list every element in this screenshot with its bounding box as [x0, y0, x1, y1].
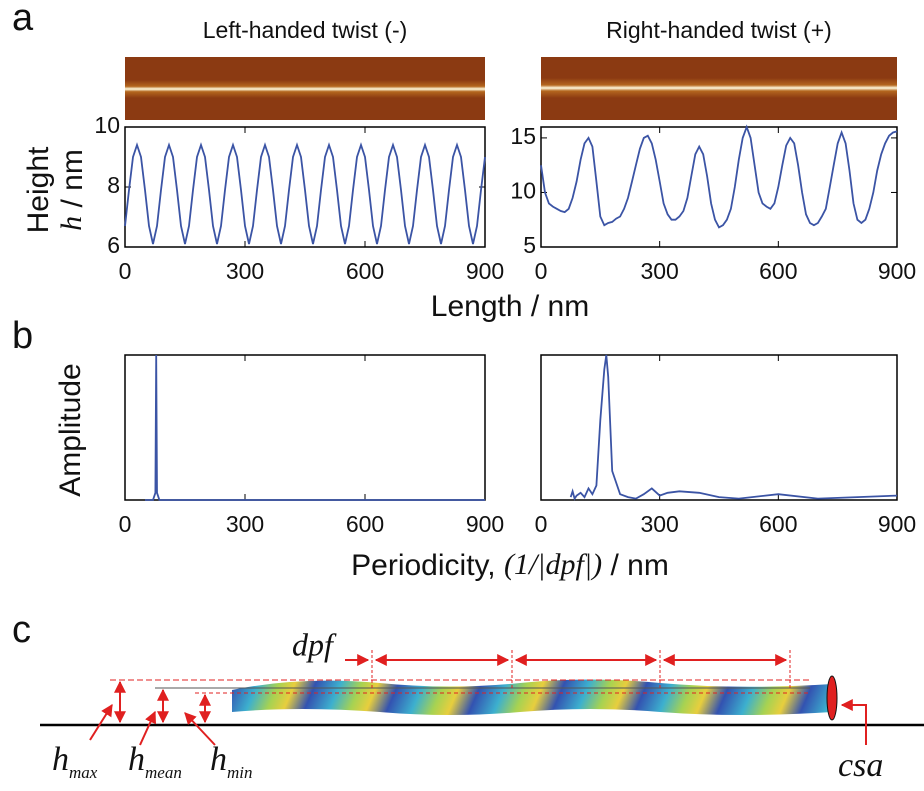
x-tick-label: 0	[535, 511, 548, 537]
h-sub: mean	[145, 763, 182, 782]
pointer	[840, 699, 867, 745]
y-tick-label: 10	[94, 112, 120, 138]
x-tick-label: 900	[878, 511, 916, 537]
panel-label: a	[12, 0, 34, 39]
data-line	[124, 142, 486, 245]
data-line	[145, 354, 485, 501]
chart-title: Right-handed twist (+)	[606, 17, 832, 43]
h-symbol: h	[210, 741, 227, 778]
x-tick-label: 300	[640, 258, 678, 284]
x-tick-label: 300	[640, 511, 678, 537]
plot-frame	[124, 354, 486, 501]
x-tick-label: 0	[119, 258, 132, 284]
h-sub: min	[227, 763, 253, 782]
x-axis-unit: / nm	[610, 549, 668, 582]
x-tick-label: 900	[466, 511, 504, 537]
x-axis-label: Length / nm	[431, 290, 589, 323]
h-symbol: h	[128, 741, 145, 778]
pointer	[184, 712, 216, 746]
h-sub: max	[69, 763, 98, 782]
y-axis-label: Amplitude	[54, 363, 87, 496]
panel-label: b	[12, 315, 33, 357]
x-tick-label: 900	[878, 258, 916, 284]
plot-frame	[540, 126, 898, 248]
x-tick-label: 600	[346, 511, 384, 537]
x-axis-text: Periodicity,	[351, 549, 496, 582]
x-tick-label: 300	[226, 258, 264, 284]
chart-title: Left-handed twist (-)	[203, 17, 408, 43]
y-tick-label: 15	[510, 123, 536, 149]
y-tick-label: 5	[523, 232, 536, 258]
y-tick-label: 8	[107, 172, 120, 198]
h-label: hmin	[210, 741, 253, 782]
x-tick-label: 600	[346, 258, 384, 284]
dpf-label: dpf	[292, 626, 337, 662]
y-axis-label: h / nm	[55, 149, 89, 231]
y-axis-label: Height	[22, 146, 55, 233]
pointer	[89, 703, 113, 741]
cross-section	[826, 675, 838, 721]
h-label: hmax	[52, 741, 98, 782]
h-label: hmean	[128, 741, 182, 782]
afm-fiber	[541, 78, 897, 98]
diagram: dpf hmax hmean hmin csa	[40, 626, 924, 784]
afm-fiber	[125, 80, 485, 98]
y-axis-unit: / nm	[56, 149, 89, 207]
panel-label: c	[12, 609, 31, 651]
data-line	[569, 354, 898, 501]
fiber	[232, 679, 832, 715]
plot-frame	[540, 354, 898, 501]
data-line	[540, 124, 898, 229]
csa-label: csa	[838, 747, 883, 784]
x-tick-label: 0	[535, 258, 548, 284]
y-axis-symbol: h	[55, 216, 88, 231]
x-tick-label: 900	[466, 258, 504, 284]
x-tick-label: 600	[759, 511, 797, 537]
x-axis-label: Periodicity, (1/|dpf|) / nm	[351, 548, 669, 582]
x-tick-label: 0	[119, 511, 132, 537]
y-tick-label: 10	[510, 178, 536, 204]
pointer	[139, 710, 156, 746]
x-tick-label: 300	[226, 511, 264, 537]
y-tick-label: 6	[107, 232, 120, 258]
x-tick-label: 600	[759, 258, 797, 284]
h-symbol: h	[52, 741, 69, 778]
x-axis-symbol: (1/|dpf|)	[504, 548, 602, 581]
